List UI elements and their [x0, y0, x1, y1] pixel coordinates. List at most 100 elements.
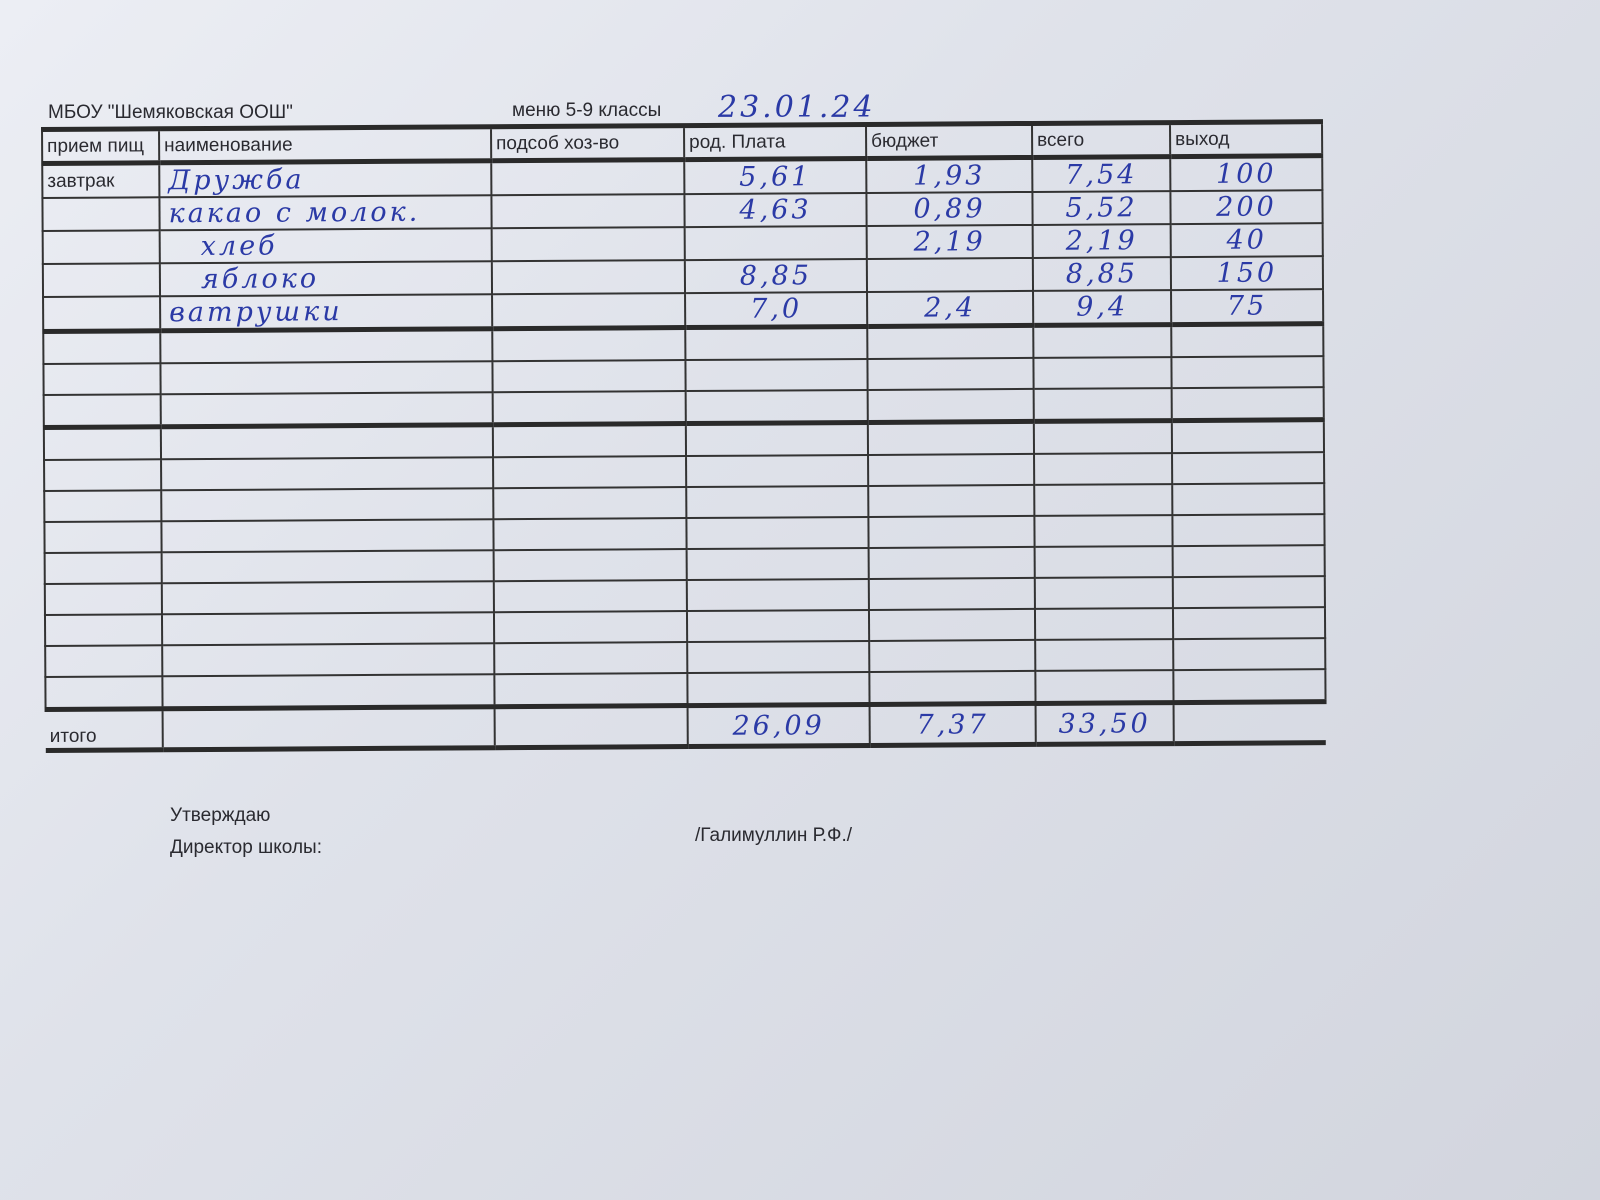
yield-cell — [1173, 669, 1326, 703]
total-cell — [1034, 608, 1174, 640]
total-cell: 7,54 — [1032, 156, 1171, 192]
director-name: /Галимуллин Р.Ф./ — [695, 825, 853, 846]
parent-cell: 7,0 — [685, 291, 868, 328]
meal-cell — [44, 614, 163, 646]
parent-cell — [686, 454, 869, 488]
total-cell: 8,85 — [1032, 257, 1172, 291]
menu-table: прием пищ наименование подсоб хоз-во род… — [41, 119, 1327, 753]
farm-cell — [493, 611, 688, 644]
farm-cell — [492, 360, 686, 393]
farm-cell — [492, 423, 687, 458]
col-header: бюджет — [865, 123, 1033, 159]
budget-cell — [867, 421, 1035, 455]
budget-cell — [868, 608, 1036, 641]
total-cell — [1034, 515, 1173, 547]
parent-cell — [686, 578, 869, 612]
meal-cell — [45, 645, 163, 677]
name-cell — [160, 392, 493, 427]
budget-cell — [868, 453, 1035, 486]
parent-cell: 8,85 — [684, 258, 868, 294]
name-cell — [160, 361, 493, 395]
yield-cell: 100 — [1170, 155, 1323, 192]
farm-cell — [494, 673, 688, 707]
meal-cell — [43, 426, 162, 460]
parent-cell — [685, 422, 869, 457]
budget-cell: 0,89 — [866, 191, 1033, 226]
meal-cell — [44, 583, 162, 615]
yield-cell — [1171, 387, 1324, 421]
name-cell — [161, 519, 494, 553]
farm-cell — [492, 293, 686, 329]
budget-cell: 1,93 — [866, 157, 1033, 193]
parent-cell — [686, 485, 869, 519]
farm-cell — [493, 487, 687, 520]
total-cell — [1035, 639, 1174, 671]
meal-cell — [42, 230, 160, 264]
total-cell — [1034, 453, 1173, 485]
yield-cell — [1171, 419, 1325, 454]
yield-cell: 150 — [1170, 256, 1324, 291]
name-cell — [162, 674, 495, 709]
name-cell — [161, 457, 494, 491]
budget-cell — [867, 357, 1034, 390]
menu-date: 23.01.24 — [718, 90, 876, 125]
parent-cell — [684, 225, 867, 261]
farm-cell — [492, 327, 686, 362]
name-cell — [162, 643, 495, 677]
parent-cell — [685, 358, 868, 392]
meal-cell — [44, 552, 162, 584]
name-cell — [161, 488, 494, 522]
total-cell: 2,19 — [1032, 224, 1171, 258]
col-header: прием пищ — [42, 128, 160, 164]
name-cell: Дружба — [159, 160, 492, 198]
total-sum: 33,50 — [1035, 702, 1174, 745]
yield-cell — [1172, 514, 1325, 547]
meal-cell: завтрак — [42, 162, 160, 198]
farm-cell — [493, 549, 687, 582]
parent-cell — [687, 640, 870, 674]
farm-cell — [491, 194, 685, 229]
parent-cell — [686, 547, 869, 581]
yield-cell: 200 — [1170, 190, 1323, 225]
farm-cell — [491, 260, 686, 295]
total-row: итого 26,09 7,37 33,50 — [45, 701, 1326, 751]
total-cell — [1034, 484, 1173, 516]
total-cell — [1035, 670, 1174, 704]
parent-cell: 5,61 — [684, 158, 867, 195]
col-header: всего — [1031, 122, 1171, 158]
meal-cell — [43, 394, 161, 428]
name-cell — [161, 612, 495, 646]
farm-cell — [493, 456, 687, 489]
budget-cell — [867, 388, 1034, 423]
parent-cell: 4,63 — [684, 192, 867, 228]
col-header: наименование — [159, 126, 492, 163]
farm-cell — [492, 391, 686, 425]
budget-cell — [869, 670, 1036, 705]
parent-cell — [686, 516, 869, 550]
school-name: МБОУ "Шемяковская ООШ" — [48, 102, 293, 123]
yield-cell — [1171, 356, 1324, 389]
yield-cell — [1172, 545, 1325, 578]
total-cell — [1033, 324, 1172, 358]
total-cell: 5,52 — [1032, 191, 1171, 225]
yield-cell: 40 — [1170, 223, 1323, 258]
total-cell — [1034, 546, 1173, 578]
parent-cell — [686, 609, 870, 643]
name-cell — [160, 424, 494, 460]
parent-cell — [687, 671, 870, 706]
col-header: род. Плата — [684, 124, 867, 160]
col-header: выход — [1169, 121, 1323, 157]
menu-label: меню 5-9 классы — [512, 100, 662, 121]
meal-cell — [43, 363, 161, 395]
name-cell — [160, 328, 493, 364]
yield-cell — [1172, 607, 1326, 640]
budget-cell — [868, 546, 1035, 579]
total-yield — [1173, 701, 1326, 744]
name-cell: ватрушки — [160, 294, 493, 331]
meal-cell — [43, 330, 161, 364]
total-budget: 7,37 — [869, 703, 1036, 746]
total-cell — [1033, 357, 1172, 389]
total-cell — [1033, 388, 1172, 422]
parent-cell — [685, 389, 868, 424]
farm-cell — [491, 227, 685, 262]
